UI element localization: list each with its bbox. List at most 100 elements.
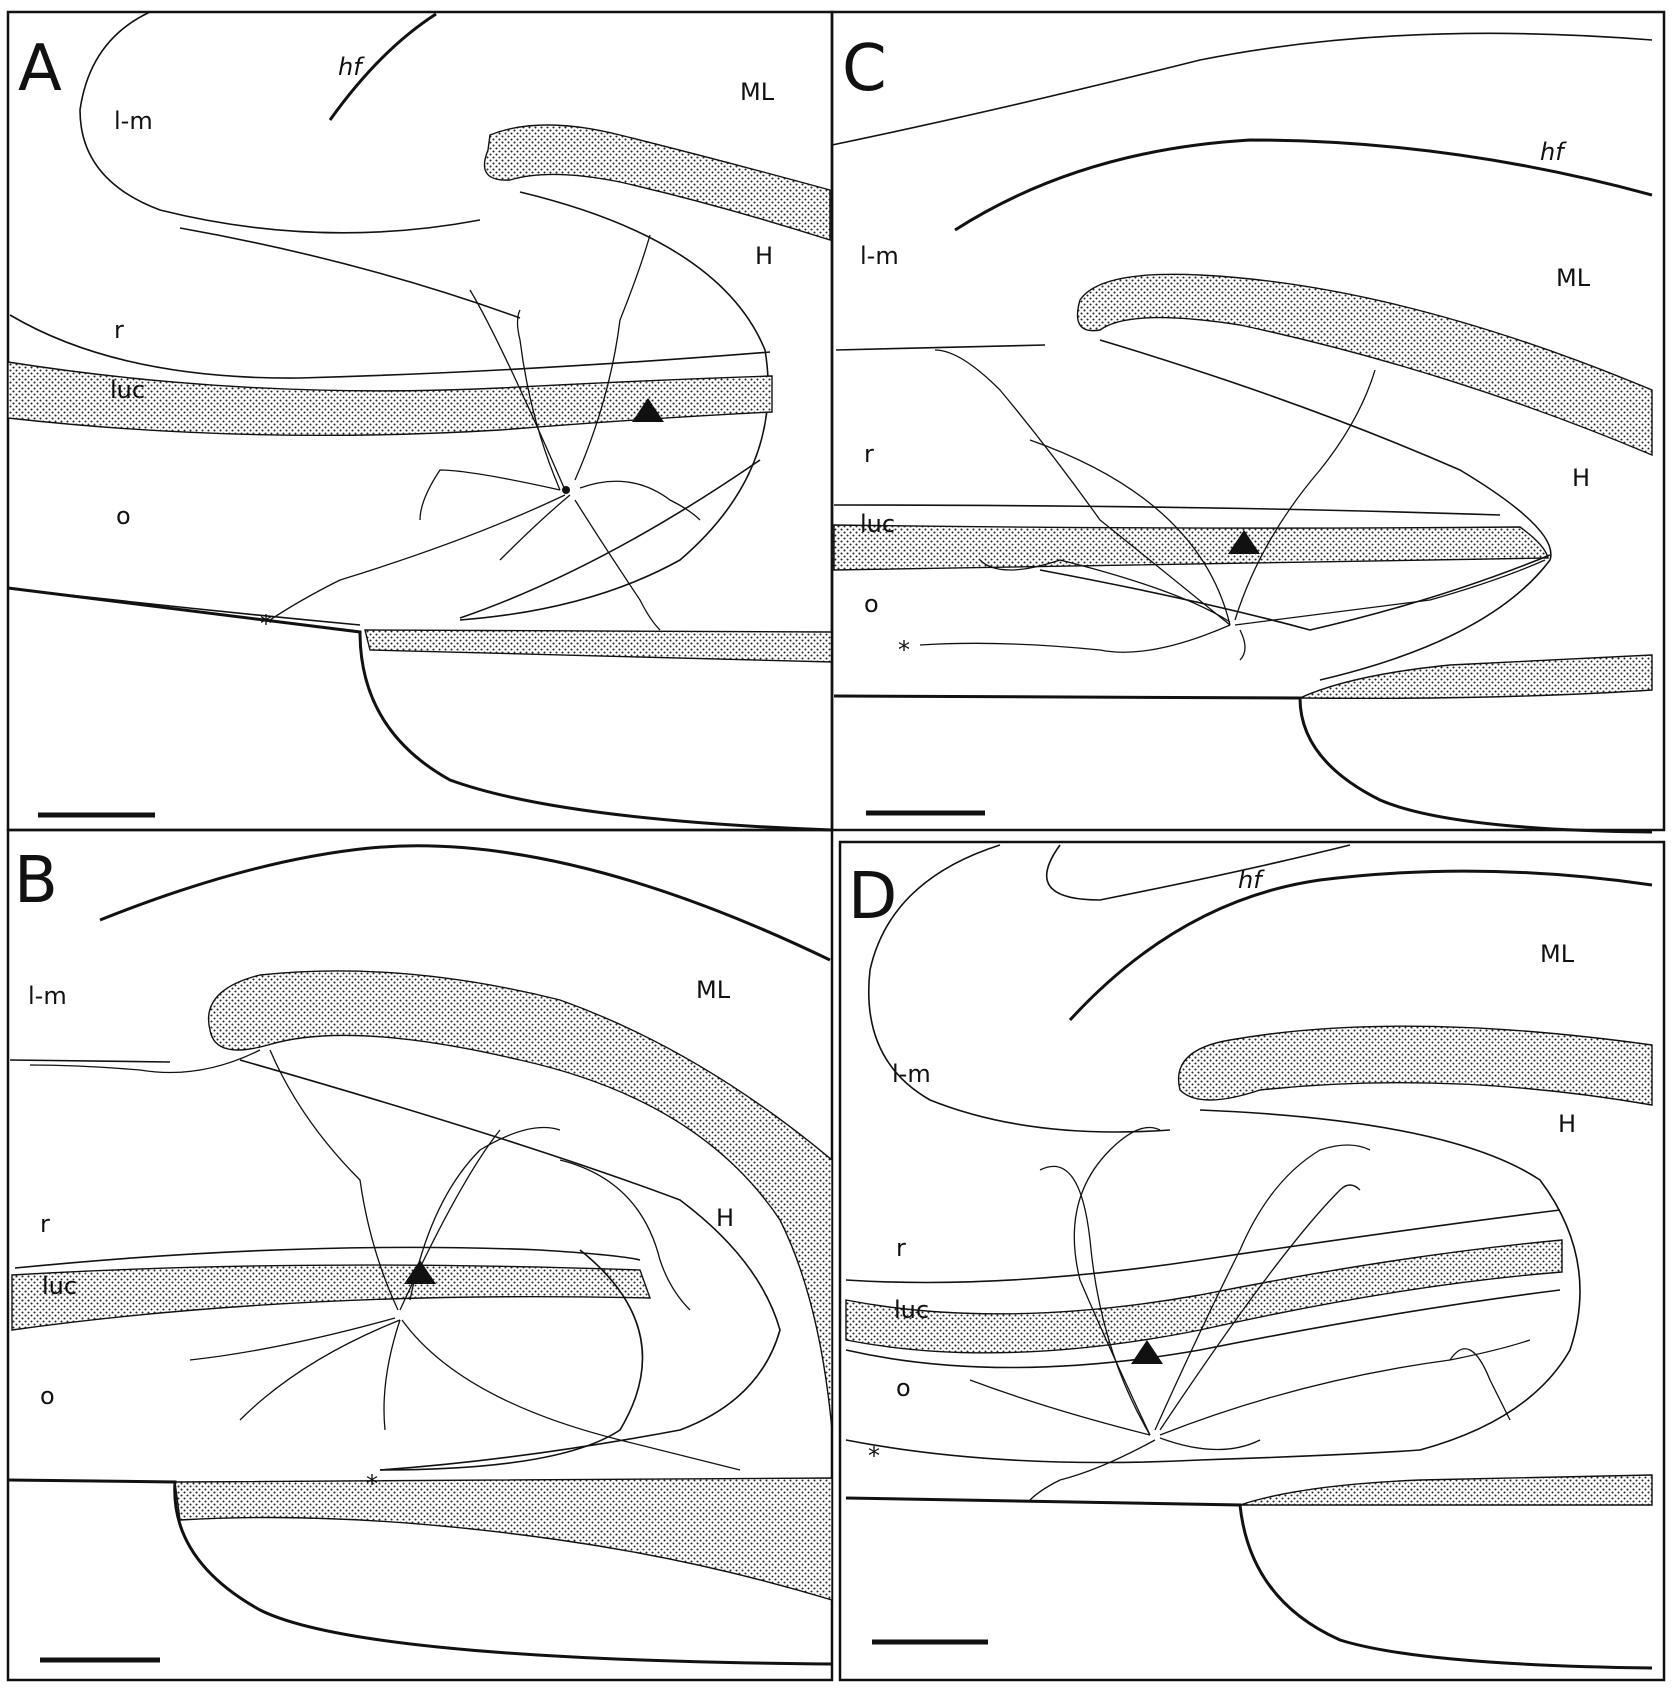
panel-d-apical-dendrite-4	[1039, 1165, 1151, 1436]
panel-a-lower-granule	[364, 629, 833, 663]
panel-a-neuron	[269, 234, 701, 631]
panel-d-axon-branch	[1449, 1348, 1511, 1421]
panel-c-hippocampal-fissure	[954, 138, 1653, 232]
panel-c-lm-line	[835, 344, 1046, 351]
panel-b-label-h: H	[716, 1204, 734, 1232]
panel-d-axon	[969, 1379, 1151, 1436]
panel-b-pyramidal-layer	[11, 1264, 652, 1331]
panel-c-lower-granule	[1299, 654, 1653, 700]
panel-b-upper-boundary	[99, 844, 831, 962]
panel-c-label-o: o	[864, 590, 879, 618]
panel-b-label-lm: l-m	[28, 982, 67, 1010]
panel-a-radiatum-line	[9, 314, 771, 379]
panel-a-hippocampal-fissure	[328, 12, 437, 121]
panel-c-label-lm: l-m	[860, 242, 899, 270]
panel-d-hilus-boundary	[1199, 1109, 1581, 1451]
panel-d-basal-dendrite-1	[1159, 1339, 1531, 1436]
panel-a-label-o: o	[116, 502, 131, 530]
panel-c-apical-dendrite-1	[934, 349, 1231, 626]
panel-b-lower-granule	[174, 1477, 833, 1601]
panel-a-basal-dendrite-2	[574, 499, 661, 631]
panel-a: A hf ML H l-m r luc o *	[6, 10, 834, 832]
panel-c-asterisk: *	[898, 636, 910, 664]
panel-d-pyramidal-layer	[845, 1239, 1563, 1354]
panel-a-apical-dendrite-1	[516, 309, 561, 491]
panel-b-lm-line	[9, 1059, 171, 1063]
panel-c-radiatum-line	[833, 504, 1501, 516]
panel-b-apical-dendrite-4	[559, 1159, 691, 1311]
panel-d-border	[838, 840, 1666, 1682]
panel-c-basal-dendrite-2	[979, 559, 1231, 623]
panel-b-soma-triangle	[404, 1260, 436, 1284]
panel-d: D hf ML H l-m r luc o *	[838, 840, 1666, 1682]
panel-a-lm-boundary	[79, 11, 481, 234]
panel-c-basal-dendrite-1	[1234, 559, 1546, 626]
panel-a-label-lm: l-m	[114, 107, 153, 135]
panel-b-label-o: o	[40, 1382, 55, 1410]
panel-c: C hf ML H l-m r luc o *	[830, 10, 1666, 834]
panel-a-basal-dendrite-4	[579, 480, 701, 521]
panel-b-basal-dendrite-2	[401, 1319, 741, 1471]
panel-c-label-hf: hf	[1540, 138, 1567, 166]
panel-b: B ML H l-m r luc o *	[6, 828, 834, 1682]
panel-c-axon	[919, 624, 1231, 653]
panel-d-soma-triangle	[1131, 1340, 1163, 1364]
panel-d-granule-layer	[1178, 1025, 1653, 1106]
panel-a-label-h: H	[755, 242, 773, 270]
panel-c-label-luc: luc	[860, 510, 895, 538]
panel-a-apical-dendrite-3	[469, 289, 566, 491]
panel-c-letter: C	[842, 32, 887, 106]
panel-b-granule-layer	[208, 970, 833, 1431]
panel-d-upper-line	[1045, 844, 1351, 901]
panel-b-letter: B	[14, 844, 58, 918]
panel-b-inner-arc	[379, 1249, 644, 1471]
panel-d-oriens-line	[845, 1289, 1561, 1369]
panel-b-hilus-boundary	[239, 1059, 781, 1471]
panel-d-radiatum-line	[845, 1209, 1561, 1284]
panel-a-basal-dendrite-3	[499, 494, 571, 561]
panel-c-label-r: r	[864, 440, 874, 468]
panel-d-label-hf: hf	[1238, 866, 1265, 894]
panel-a-soma-triangle	[632, 398, 664, 422]
panel-a-letter: A	[18, 32, 62, 106]
panel-a-label-ml: ML	[740, 78, 775, 106]
panel-a-axon	[269, 494, 566, 621]
panel-a-pyramidal-layer	[7, 361, 773, 437]
panel-d-label-o: o	[896, 1374, 911, 1402]
panel-d-oriens-boundary	[845, 1439, 1421, 1464]
panel-b-basal-dendrite-3	[383, 1319, 401, 1431]
panel-c-apical-dendrite-3	[1029, 439, 1231, 626]
panel-c-basal-dendrite-3	[1239, 629, 1246, 661]
panel-b-apical-dendrite-1	[269, 1049, 399, 1311]
panel-b-lower-boundary	[7, 1478, 833, 1666]
panel-c-pyramidal-layer	[833, 524, 1549, 571]
panel-a-label-luc: luc	[110, 376, 145, 404]
panel-d-hippocampal-fissure	[1068, 869, 1653, 1022]
panel-c-upper-line	[831, 32, 1653, 146]
panel-b-label-ml: ML	[696, 976, 731, 1004]
panel-d-label-h: H	[1558, 1110, 1576, 1138]
panel-c-oriens-line	[1039, 554, 1551, 631]
panel-a-border-line	[179, 227, 521, 319]
panel-c-hilus-boundary	[1099, 339, 1552, 681]
panel-d-asterisk: *	[868, 1442, 880, 1470]
panel-b-neuron	[29, 1049, 741, 1471]
panel-c-border	[830, 10, 1666, 832]
panel-a-soma	[562, 486, 570, 494]
panel-b-basal-dendrite-4	[189, 1317, 396, 1361]
panel-d-neuron	[969, 1126, 1531, 1501]
panel-a-hilus-line	[459, 459, 761, 619]
panel-d-letter: D	[848, 860, 897, 934]
panel-d-lm-boundary	[868, 844, 1171, 1133]
panel-b-basal-dendrite-1	[239, 1319, 401, 1421]
panel-d-label-ml: ML	[1540, 940, 1575, 968]
panel-c-neuron	[919, 349, 1546, 661]
panel-a-basal-dendrite-1	[419, 469, 561, 521]
panel-c-label-h: H	[1572, 464, 1590, 492]
panel-a-lower-boundary	[7, 586, 833, 832]
panel-a-hilus-boundary	[459, 191, 769, 621]
panel-b-apical-dendrite-2	[409, 1126, 561, 1301]
panel-d-apical-dendrite-1	[1073, 1126, 1161, 1436]
panel-a-granule-layer	[483, 124, 831, 241]
